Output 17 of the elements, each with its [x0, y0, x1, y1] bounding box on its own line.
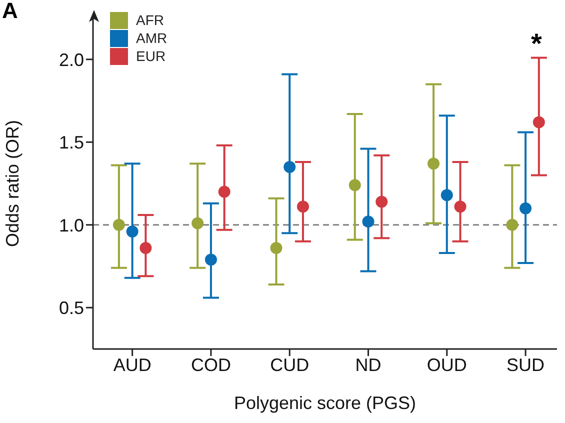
y-axis-title: Odds ratio (OR) — [2, 120, 22, 248]
x-tick-label: CUD — [270, 354, 310, 375]
x-axis-title: Polygenic score (PGS) — [234, 393, 416, 413]
y-tick-label: 1.0 — [58, 215, 84, 236]
x-tick-label: SUD — [506, 354, 545, 375]
chart-title: A — [2, 0, 18, 24]
annotation: * — [531, 28, 542, 59]
y-tick-label: 1.5 — [58, 132, 84, 153]
legend-label: AMR — [136, 29, 168, 47]
y-tick-label: 2.0 — [58, 50, 84, 70]
legend-label: EUR — [136, 47, 166, 65]
x-tick-label: ND — [355, 354, 382, 375]
legend-label: AFR — [136, 11, 164, 29]
x-tick-label: OUD — [426, 354, 467, 375]
x-tick-label: COD — [190, 354, 231, 375]
y-tick-label: 0.5 — [58, 298, 84, 318]
x-tick-label: AUD — [113, 354, 152, 375]
